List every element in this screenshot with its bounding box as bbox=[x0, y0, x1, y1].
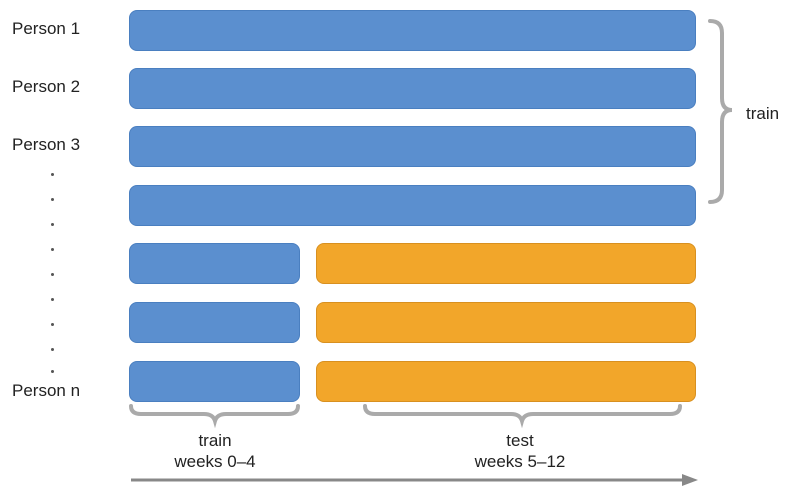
bottom-train-weeks: weeks 0–4 bbox=[174, 452, 256, 471]
bottom-brace-train bbox=[129, 404, 300, 429]
train-group-label: train bbox=[746, 104, 780, 123]
split-test-bar bbox=[316, 361, 696, 402]
split-train-bar bbox=[129, 243, 300, 284]
ellipsis-dot bbox=[51, 370, 54, 373]
split-train-bar bbox=[129, 302, 300, 343]
bottom-train-title: train bbox=[198, 431, 232, 450]
bottom-brace-test bbox=[363, 404, 682, 429]
train-bar-person-1 bbox=[129, 10, 696, 51]
split-train-bar bbox=[129, 361, 300, 402]
split-test-bar bbox=[316, 302, 696, 343]
ellipsis-dot bbox=[51, 223, 54, 226]
person-3-label: Person 3 bbox=[12, 135, 81, 154]
ellipsis-dot bbox=[51, 273, 54, 276]
ellipsis-dot bbox=[51, 198, 54, 201]
ellipsis-dot bbox=[51, 173, 54, 176]
train-bar-person-4 bbox=[129, 185, 696, 226]
person-1-label: Person 1 bbox=[12, 19, 81, 38]
ellipsis-dot bbox=[51, 248, 54, 251]
ellipsis-dot bbox=[51, 323, 54, 326]
bottom-train-label: train weeks 0–4 bbox=[145, 430, 285, 472]
bottom-test-title: test bbox=[506, 431, 534, 450]
train-bar-person-3 bbox=[129, 126, 696, 167]
right-curly-brace bbox=[708, 19, 733, 204]
bottom-test-label: test weeks 5–12 bbox=[450, 430, 590, 472]
person-2-label: Person 2 bbox=[12, 77, 81, 96]
person-n-label: Person n bbox=[12, 381, 81, 400]
train-bar-person-2 bbox=[129, 68, 696, 109]
ellipsis-dot bbox=[51, 298, 54, 301]
bottom-test-weeks: weeks 5–12 bbox=[474, 452, 566, 471]
time-axis-arrowhead bbox=[682, 474, 698, 486]
split-test-bar bbox=[316, 243, 696, 284]
ellipsis-dot bbox=[51, 348, 54, 351]
